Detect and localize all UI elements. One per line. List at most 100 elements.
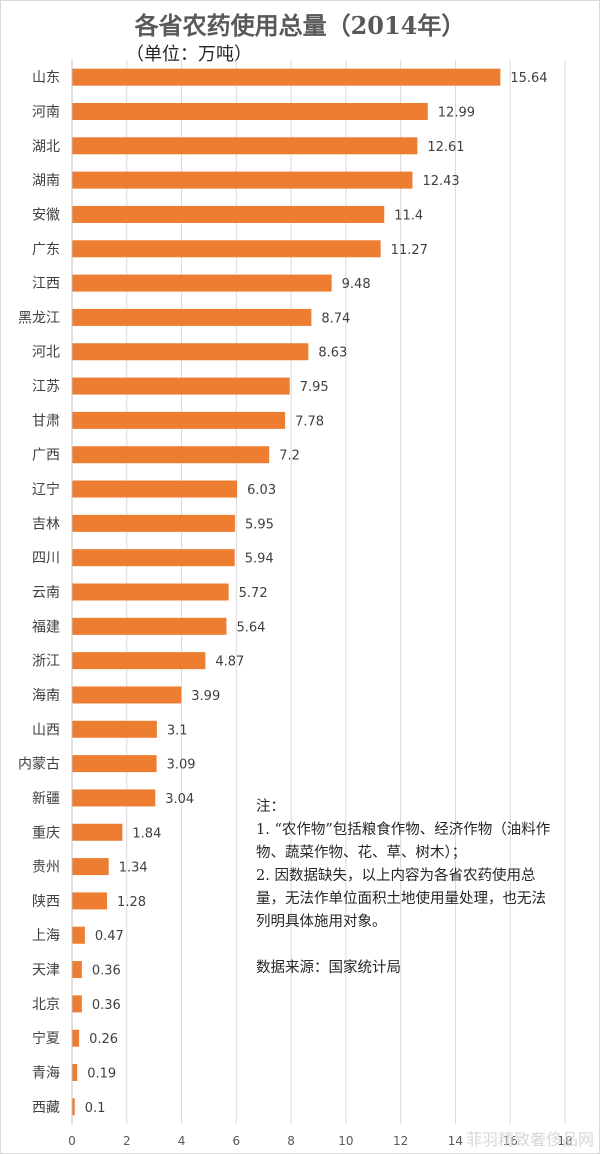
x-tick-label: 0 [68,1134,76,1148]
value-label: 12.61 [427,140,464,155]
bar [72,308,312,326]
bar [72,102,428,120]
value-label: 8.74 [321,311,350,326]
category-label: 四川 [32,551,60,567]
bar [72,755,157,773]
value-label: 12.99 [438,105,475,120]
bar [72,652,206,670]
category-label: 云南 [32,585,60,601]
notes-heading: 注： [256,799,285,815]
category-label: 宁夏 [32,1030,60,1047]
category-label: 天津 [32,963,60,979]
category-label: 青海 [32,1066,60,1082]
value-label: 9.48 [342,277,371,292]
bar [72,720,157,738]
value-label: 0.26 [89,1032,118,1047]
category-label: 吉林 [32,516,60,532]
category-label: 新疆 [32,791,60,807]
bar [72,411,286,429]
value-label: 11.4 [394,208,423,223]
value-label: 11.27 [391,243,428,258]
category-label: 广东 [32,242,60,258]
category-label: 湖南 [32,173,60,189]
bar [72,926,85,944]
value-label: 3.09 [167,758,196,773]
value-label: 0.36 [92,964,121,979]
x-tick-label: 6 [233,1134,241,1148]
bar [72,480,238,498]
value-label: 0.1 [85,1101,106,1116]
category-label: 甘肃 [32,413,60,429]
value-label: 8.63 [318,346,347,361]
value-label: 15.64 [510,71,547,86]
bar [72,789,156,807]
x-tick-label: 18 [557,1134,572,1148]
value-label: 5.94 [245,552,274,567]
category-label: 河南 [32,104,60,120]
bar [72,205,385,223]
category-label: 内蒙古 [18,757,60,773]
bar [72,583,229,601]
bar [72,1098,75,1116]
bar [72,686,182,704]
category-label: 重庆 [32,825,60,841]
watermark: 菲羽精致奢侈品网 [465,1130,594,1149]
category-label: 上海 [32,928,60,944]
x-tick-label: 4 [178,1134,186,1148]
value-label: 6.03 [247,483,276,498]
x-tick-label: 16 [503,1134,518,1148]
category-label: 江苏 [32,379,60,395]
notes-source: 数据来源：国家统计局 [256,960,401,976]
bar [72,343,309,361]
bar [72,617,227,635]
bar [72,171,413,189]
bar [72,240,381,258]
category-label: 福建 [32,619,60,635]
chart-notes: 注： 1. “农作物”包括粮食作物、经济作物（油料作物、蔬菜作物、花、草、树木）… [256,796,556,980]
category-label: 西藏 [32,1100,60,1116]
value-label: 1.34 [119,861,148,876]
bar [72,858,109,876]
value-label: 5.95 [245,517,274,532]
bar [72,1029,80,1047]
value-label: 0.19 [87,1067,116,1082]
x-tick-label: 12 [393,1134,408,1148]
value-label: 3.1 [167,723,188,738]
bar [72,549,235,567]
bar [72,137,418,155]
category-label: 海南 [32,688,60,704]
category-label: 贵州 [32,860,60,876]
value-label: 3.04 [165,792,194,807]
category-label: 山东 [32,70,60,86]
x-tick-label: 14 [448,1134,463,1148]
value-label: 5.72 [239,586,268,601]
category-label: 湖北 [32,139,60,155]
category-label: 黑龙江 [18,310,60,326]
value-label: 7.2 [279,449,300,464]
x-tick-label: 2 [123,1134,131,1148]
x-tick-label: 10 [338,1134,353,1148]
bar [72,1064,78,1082]
bar [72,514,235,532]
value-label: 0.47 [95,929,124,944]
bar [72,961,82,979]
value-label: 5.64 [236,620,265,635]
value-label: 4.87 [215,655,244,670]
value-label: 7.78 [295,414,324,429]
category-label: 山西 [32,722,60,738]
value-label: 0.36 [92,998,121,1013]
value-label: 3.99 [191,689,220,704]
category-label: 广西 [32,448,60,464]
bar [72,446,270,464]
bar [72,274,332,292]
chart-subtitle: （单位：万吨） [126,44,252,65]
chart-title: 各省农药使用总量（2014年） [134,11,466,40]
value-label: 7.95 [300,380,329,395]
category-label: 辽宁 [32,481,60,498]
value-label: 1.84 [132,826,161,841]
notes-line-2: 2. 因数据缺失，以上内容为各省农药使用总量，无法作单位面积土地使用量处理，也无… [256,868,546,930]
bar [72,377,290,395]
category-label: 安徽 [32,207,60,223]
category-label: 浙江 [32,654,60,670]
bar [72,823,123,841]
